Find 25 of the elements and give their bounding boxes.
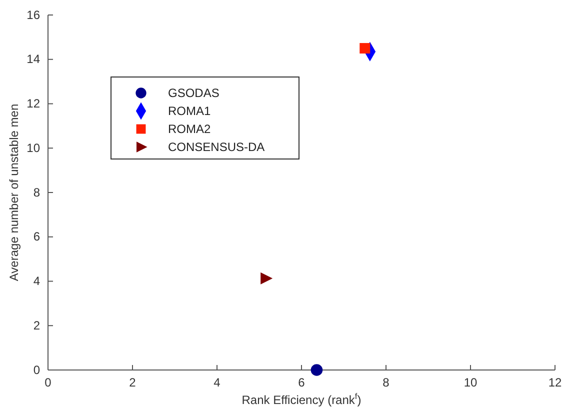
y-tick-label: 4 bbox=[33, 274, 40, 288]
y-axis-title: Average number of unstable men bbox=[7, 104, 21, 282]
y-tick-label: 6 bbox=[33, 230, 40, 244]
x-tick-label: 12 bbox=[548, 376, 562, 390]
x-tick-label: 0 bbox=[44, 376, 52, 390]
y-tick-label: 10 bbox=[26, 140, 40, 155]
x-tick-label: 4 bbox=[214, 376, 221, 390]
y-tick-label: 8 bbox=[33, 185, 40, 200]
legend-label: CONSENSUS-DA bbox=[168, 140, 265, 154]
y-tick-label: 12 bbox=[26, 96, 40, 111]
x-tick-label: 10 bbox=[464, 376, 478, 390]
legend-label: GSODAS bbox=[168, 86, 220, 100]
y-tick-label: 0 bbox=[33, 362, 40, 377]
x-axis-title: Rank Efficiency (rank$^{f}$) bbox=[242, 391, 362, 407]
legend-label: ROMA2 bbox=[168, 122, 211, 136]
x-tick-label: 2 bbox=[129, 376, 136, 390]
point bbox=[260, 272, 273, 284]
y-tick-label: 16 bbox=[26, 8, 40, 22]
y-tick-label: 2 bbox=[33, 318, 40, 332]
x-tick-label: 6 bbox=[298, 376, 306, 390]
y-tick-label: 14 bbox=[26, 52, 40, 66]
point bbox=[360, 43, 370, 54]
point bbox=[310, 364, 323, 376]
x-tick-label: 8 bbox=[382, 376, 390, 390]
legend-label: ROMA1 bbox=[168, 104, 211, 118]
